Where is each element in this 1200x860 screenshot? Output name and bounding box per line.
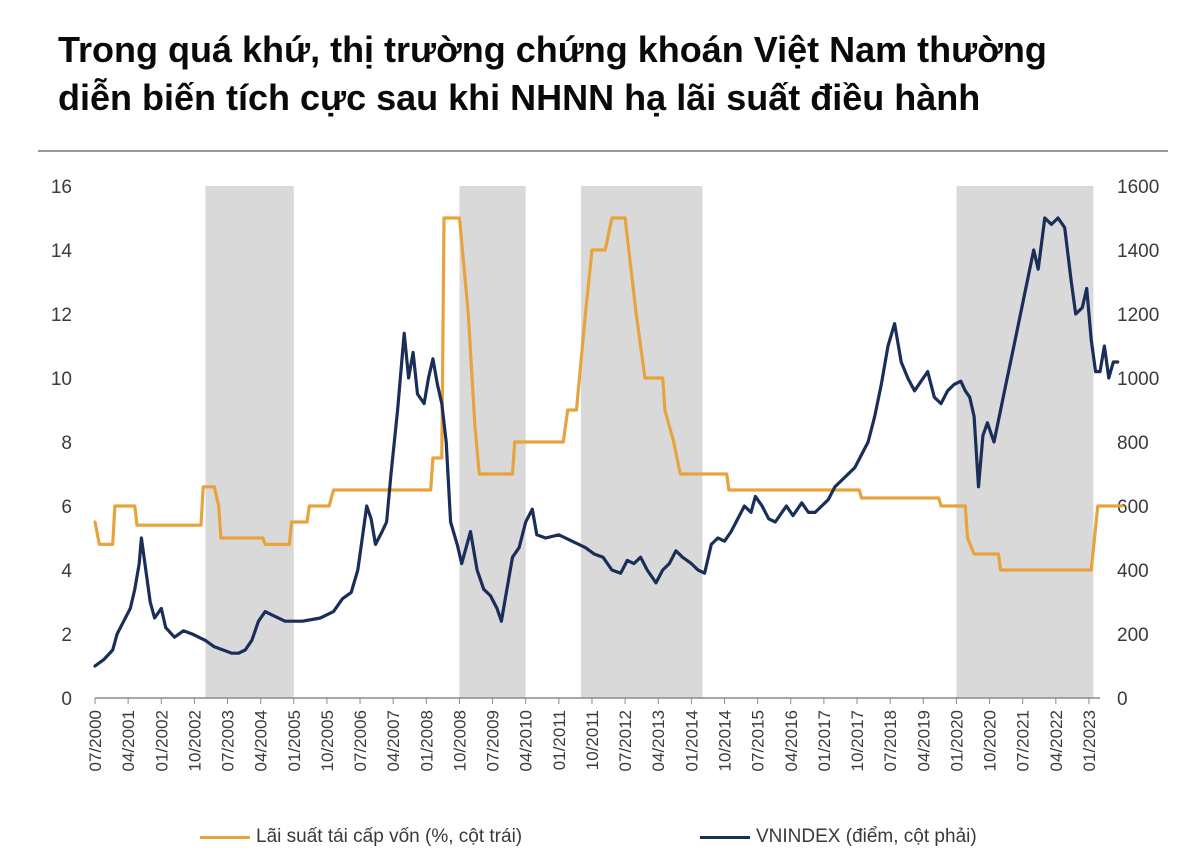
y-left-tick-label: 12 <box>51 305 72 326</box>
y-left-tick-label: 16 <box>51 177 72 198</box>
x-tick-label: 01/2023 <box>1080 710 1099 771</box>
y-right-tick-label: 1400 <box>1117 241 1159 262</box>
y-left-tick-label: 2 <box>61 625 72 646</box>
x-tick-label: 07/2003 <box>219 710 238 771</box>
y-right-tick-label: 200 <box>1117 625 1149 646</box>
x-tick-label: 04/2004 <box>252 710 271 771</box>
y-left-tick-label: 4 <box>61 561 72 582</box>
x-tick-label: 01/2020 <box>947 710 966 771</box>
chart-title-line-1: Trong quá khứ, thị trường chứng khoán Vi… <box>58 29 1047 70</box>
x-tick-label: 07/2018 <box>881 710 900 771</box>
y-right-tick-label: 400 <box>1117 561 1149 582</box>
vnindex-line <box>93 216 1120 668</box>
y-right-tick-label: 1600 <box>1117 177 1159 198</box>
x-tick-label: 07/2000 <box>86 710 105 771</box>
x-tick-label: 10/2014 <box>716 710 735 771</box>
y-left-tick-label: 0 <box>61 689 72 710</box>
x-tick-label: 01/2005 <box>285 710 304 771</box>
title-divider <box>38 150 1168 152</box>
x-tick-label: 10/2020 <box>981 710 1000 771</box>
y-right-tick-label: 1000 <box>1117 369 1159 390</box>
x-tick-label: 01/2008 <box>417 710 436 771</box>
x-tick-label: 04/2007 <box>384 710 403 771</box>
x-tick-label: 01/2017 <box>815 710 834 771</box>
x-tick-label: 01/2014 <box>682 710 701 771</box>
x-tick-label: 04/2010 <box>517 710 536 771</box>
refinancing-rate-line <box>93 216 1124 572</box>
legend: Lãi suất tái cấp vốn (%, cột trái) VNIND… <box>0 826 1200 852</box>
x-tick-label: 04/2019 <box>914 710 933 771</box>
x-tick-label: 01/2011 <box>550 710 569 770</box>
series-lines <box>93 216 1124 668</box>
x-tick-label: 04/2022 <box>1047 710 1066 771</box>
x-tick-label: 07/2012 <box>616 710 635 771</box>
y-right-tick-label: 800 <box>1117 433 1149 454</box>
legend-label-rate: Lãi suất tái cấp vốn (%, cột trái) <box>256 826 523 847</box>
x-tick-label: 07/2009 <box>484 710 503 771</box>
x-tick-label: 07/2015 <box>749 710 768 771</box>
y-left-tick-label: 8 <box>61 433 72 454</box>
legend-item-vnindex: VNINDEX (điểm, cột phải) <box>700 826 977 848</box>
shaded-periods <box>205 186 1094 698</box>
y-left-tick-label: 14 <box>51 241 73 262</box>
x-tick-label: 07/2006 <box>351 710 370 771</box>
chart-title: Trong quá khứ, thị trường chứng khoán Vi… <box>58 26 1178 122</box>
legend-item-rate: Lãi suất tái cấp vốn (%, cột trái) <box>200 826 522 848</box>
y-right-tick-label: 1200 <box>1117 305 1159 326</box>
x-tick-label: 04/2013 <box>649 710 668 771</box>
y-left-tick-label: 6 <box>61 497 72 518</box>
axes: 0 2 4 6 8 10 12 14 16 0 200 400 600 800 1000 1200 1400 16… <box>51 177 1159 771</box>
x-tick-label: 04/2016 <box>782 710 801 771</box>
legend-label-vnindex: VNINDEX (điểm, cột phải) <box>756 826 977 847</box>
y-left-tick-label: 10 <box>51 369 72 390</box>
legend-swatch-vnindex <box>700 835 750 839</box>
x-tick-label: 10/2011 <box>583 710 602 770</box>
x-tick-label: 07/2021 <box>1014 710 1033 771</box>
x-tick-label: 04/2001 <box>119 710 138 771</box>
legend-swatch-rate <box>200 835 250 839</box>
chart-title-line-2: diễn biến tích cực sau khi NHNN hạ lãi s… <box>58 77 981 118</box>
shaded-period-3 <box>580 186 703 698</box>
x-tick-label: 10/2005 <box>318 710 337 771</box>
x-tick-label: 10/2008 <box>450 710 469 771</box>
y-right-tick-label: 600 <box>1117 497 1149 518</box>
x-tick-label: 10/2017 <box>848 710 867 771</box>
x-tick-label: 10/2002 <box>185 710 204 771</box>
shaded-period-1 <box>205 186 294 698</box>
y-right-tick-label: 0 <box>1117 689 1128 710</box>
x-tick-label: 01/2002 <box>152 710 171 771</box>
